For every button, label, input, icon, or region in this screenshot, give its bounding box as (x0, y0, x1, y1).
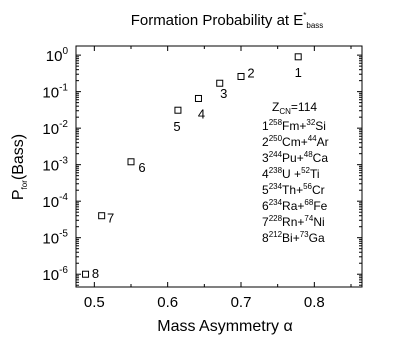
legend-entry: 4238U +52Ti (262, 166, 320, 181)
y-tick-label: 10-6 (42, 265, 68, 284)
x-axis-label: Mass Asymmetry α (157, 318, 292, 335)
y-tick-label: 10-5 (42, 229, 68, 248)
data-point (216, 79, 224, 87)
legend-entry: 3244Pu+48Ca (262, 150, 328, 165)
x-tick-label: 0.6 (157, 294, 178, 311)
y-tick-label: 10-4 (42, 192, 68, 211)
data-points: 1 2 34 5 6 7 8 (82, 53, 302, 281)
legend-entry: 1258Fm+32Si (262, 118, 326, 133)
data-point (127, 158, 135, 166)
y-tick-label: 100 (46, 46, 69, 65)
chart-title: Formation Probability at E*bass (131, 11, 324, 30)
y-ticks: 100 10-1 10-2 10-3 10-4 10-5 10-6 (42, 46, 362, 286)
y-tick-label: 10-2 (42, 119, 68, 138)
legend-entry: 2250Cm+44Ar (262, 134, 329, 149)
data-point (174, 106, 182, 114)
data-point (82, 270, 90, 278)
legend: ZCN=114 1258Fm+32Si2250Cm+44Ar3244Pu+48C… (262, 100, 329, 245)
legend-entry: 7228Rn+74Ni (262, 214, 325, 229)
legend-zcn: ZCN=114 (272, 100, 317, 116)
x-tick-label: 0.5 (84, 294, 105, 311)
data-point (194, 94, 202, 102)
x-tick-label: 0.7 (231, 294, 252, 311)
x-ticks: 0.5 0.6 0.7 0.8 (84, 46, 352, 311)
legend-entry: 5234Th+56Cr (262, 182, 325, 197)
legend-entry: 8212Bi+73Ga (262, 230, 325, 245)
point-label: 3 (220, 86, 227, 101)
x-tick-label: 0.8 (304, 294, 325, 311)
data-point (98, 212, 106, 220)
data-point (294, 53, 302, 61)
point-label: 2 (247, 65, 254, 80)
data-point (237, 72, 245, 80)
point-label: 5 (173, 119, 180, 134)
point-label: 7 (107, 211, 114, 226)
y-tick-label: 10-3 (42, 156, 68, 175)
point-label: 6 (138, 160, 145, 175)
y-axis-label: Pfor(Bass) (10, 134, 29, 200)
y-tick-label: 10-1 (42, 83, 68, 102)
point-label: 8 (92, 266, 99, 281)
point-label: 1 (295, 65, 302, 80)
point-label: 4 (198, 106, 205, 121)
legend-entry: 6234Ra+68Fe (262, 198, 328, 213)
